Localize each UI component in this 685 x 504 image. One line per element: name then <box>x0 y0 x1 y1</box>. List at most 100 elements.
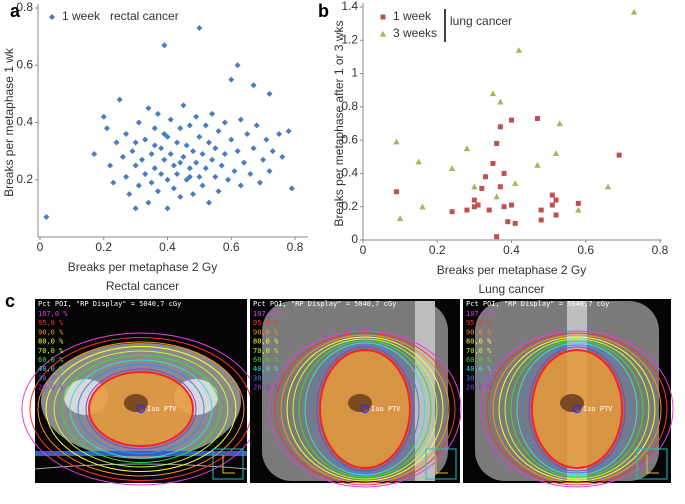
x-tick-label: 0.4 <box>503 243 520 257</box>
point <box>534 116 540 122</box>
point <box>161 130 168 137</box>
point <box>253 122 260 129</box>
caption: Rectal cancer <box>106 279 179 293</box>
point <box>196 173 203 180</box>
y-tick-label: 0.2 <box>16 172 33 186</box>
isodose-label: 30,0 % <box>253 374 279 382</box>
point <box>256 179 263 186</box>
point <box>221 119 228 126</box>
ct-header: Pct POI, "RP Display" = 5040,7 cGy <box>253 300 396 308</box>
point <box>534 161 541 168</box>
point <box>494 140 500 146</box>
point <box>419 203 426 210</box>
point <box>279 153 286 160</box>
point <box>103 125 110 132</box>
point <box>183 176 190 183</box>
point <box>154 110 161 117</box>
legend-marker <box>380 14 386 20</box>
point <box>212 173 219 180</box>
point <box>135 182 142 189</box>
point <box>228 136 235 143</box>
point <box>231 168 238 175</box>
legend-marker <box>379 30 387 37</box>
point <box>266 90 273 97</box>
point <box>161 156 168 163</box>
point <box>493 193 500 200</box>
isodose-label: 107,0 % <box>253 310 283 318</box>
x-tick-label: 0.2 <box>95 240 112 254</box>
x-tick-label: 0.6 <box>223 240 240 254</box>
ct-image: Iso PTV Pct POI, "RP Display" = 5040,7 cG… <box>463 299 674 488</box>
point <box>151 142 158 149</box>
point <box>164 205 171 212</box>
point <box>552 150 560 157</box>
point <box>575 206 582 213</box>
point <box>509 117 514 123</box>
isodose-label: 20,0 % <box>466 384 492 392</box>
point <box>190 148 196 155</box>
point <box>269 148 276 155</box>
point <box>549 202 555 208</box>
point <box>151 165 158 172</box>
point <box>113 139 120 146</box>
legend-note: lung cancer <box>450 14 512 28</box>
point <box>630 8 638 15</box>
isodose-label: 40,0 % <box>38 365 64 373</box>
ct-image: Iso PTV Pct POI, "RP Display" = 5040,7 cG… <box>21 299 261 486</box>
iso-label: Iso PTV <box>371 405 401 413</box>
panel-label: b <box>318 1 329 21</box>
point <box>244 130 251 137</box>
isodose-line <box>77 364 205 454</box>
point <box>145 105 152 112</box>
point <box>471 197 477 203</box>
point <box>123 173 130 180</box>
isodose-label: 30,0 % <box>38 374 64 382</box>
x-tick-label: 0 <box>360 243 367 257</box>
legend-label: 1 week <box>62 9 101 23</box>
x-tick-label: 0.2 <box>429 243 446 257</box>
isodose-label: 40,0 % <box>466 365 492 373</box>
isodose-line <box>528 346 626 472</box>
isodose-line <box>69 359 213 459</box>
x-axis-title: Breaks per metaphase 2 Gy <box>437 263 586 277</box>
point <box>228 76 235 83</box>
panel-label: a <box>10 1 21 21</box>
point <box>161 42 168 49</box>
point <box>497 184 503 190</box>
point <box>263 136 270 143</box>
point <box>177 159 184 166</box>
y-tick-label: 0.6 <box>341 132 358 146</box>
isodose-label: 80,0 % <box>38 338 64 346</box>
isodose-line <box>498 336 656 482</box>
ct-header: Pct POI, "RP Display" = 5040,7 cGy <box>38 300 181 308</box>
point <box>266 168 273 175</box>
point <box>116 96 123 103</box>
isodose-label: 107,0 % <box>466 310 496 318</box>
point <box>129 148 136 155</box>
point <box>209 156 216 163</box>
point <box>205 199 212 206</box>
point <box>186 173 193 180</box>
organ <box>348 394 372 412</box>
point <box>464 207 470 213</box>
point <box>556 120 563 127</box>
caption: Lung cancer <box>478 282 544 296</box>
point <box>126 191 133 198</box>
point <box>202 122 209 129</box>
isodose-line <box>280 334 450 484</box>
point <box>135 119 142 126</box>
x-tick-label: 0.6 <box>577 243 594 257</box>
point <box>225 176 232 183</box>
point <box>616 152 622 158</box>
organ <box>124 394 148 412</box>
y-tick-label: 1 <box>351 66 358 80</box>
point <box>553 197 559 203</box>
y-tick-label: 0.4 <box>16 115 33 129</box>
point <box>501 204 507 210</box>
point <box>145 199 152 206</box>
point <box>250 82 257 89</box>
point <box>177 193 184 200</box>
isodose-label: 30,0 % <box>466 374 492 382</box>
point <box>538 217 544 223</box>
point <box>139 156 145 163</box>
